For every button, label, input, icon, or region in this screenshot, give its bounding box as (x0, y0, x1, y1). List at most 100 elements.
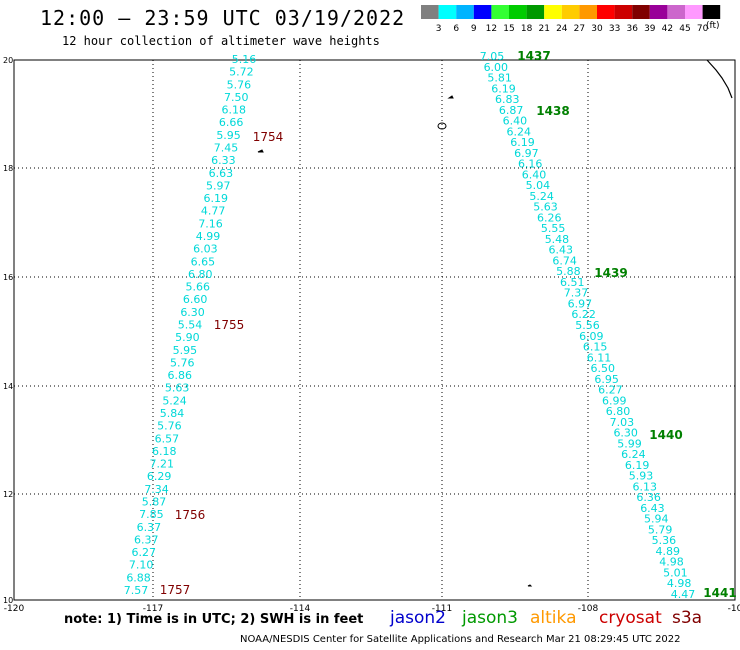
wave-height-west-35: 5.87 (142, 496, 167, 509)
time-label-west-2: 1756 (175, 508, 206, 522)
time-label-west-1: 1755 (214, 318, 245, 332)
wave-height-west-19: 6.60 (183, 293, 208, 306)
legend-swatch-7 (544, 5, 562, 19)
wave-height-east-26: 6.09 (579, 330, 604, 343)
legend-label-11: 36 (626, 24, 638, 34)
wave-height-east-10: 6.16 (518, 158, 543, 171)
wave-height-east-19: 6.74 (552, 254, 577, 267)
wave-height-east-11: 6.40 (522, 168, 547, 181)
wave-height-west-29: 5.76 (157, 420, 182, 433)
wave-height-west-0: 5.16 (232, 53, 257, 66)
wave-height-west-25: 6.86 (167, 369, 192, 382)
lat-tick-2: 16 (3, 273, 13, 282)
wave-height-west-26: 5.63 (165, 382, 190, 395)
wave-height-east-8: 6.19 (510, 136, 535, 149)
track-west: 5.165.725.767.506.186.665.957.456.336.63… (124, 53, 284, 597)
wave-height-east-37: 6.24 (621, 448, 646, 461)
wave-height-west-36: 7.85 (139, 508, 164, 521)
wave-height-east-1: 6.00 (484, 61, 509, 74)
footer-note: note: 1) Time is in UTC; 2) SWH is in fe… (64, 612, 364, 627)
wave-height-legend: 3 6 9 12 15 18 21 24 27 30 33 36 39 42 45 70 (421, 5, 721, 34)
legend-label-6: 21 (538, 24, 549, 34)
wave-height-west-37: 6.37 (137, 521, 162, 534)
island-4 (527, 584, 533, 587)
wave-height-east-5: 6.87 (499, 104, 524, 117)
wave-height-east-7: 6.24 (506, 125, 531, 138)
sat-jason2: jason2 (390, 608, 446, 628)
lon-tick-5: -10 (728, 604, 740, 614)
wave-height-west-18: 5.66 (185, 281, 210, 294)
wave-height-west-15: 6.03 (193, 243, 218, 256)
wave-height-east-49: 4.98 (667, 577, 692, 590)
wave-height-east-44: 5.79 (648, 523, 673, 536)
wave-height-west-21: 5.54 (178, 319, 203, 332)
lat-tick-4: 12 (3, 490, 13, 499)
wave-height-east-13: 5.24 (529, 190, 554, 203)
wave-height-east-43: 5.94 (644, 513, 669, 526)
legend-swatch-4 (491, 5, 509, 19)
wave-height-east-20: 5.88 (556, 265, 581, 278)
wave-height-west-4: 6.18 (221, 104, 246, 117)
legend-swatch-10 (597, 5, 615, 19)
wave-height-west-42: 7.57 (124, 584, 149, 597)
wave-height-east-25: 5.56 (575, 319, 600, 332)
coastline-ne (706, 59, 733, 99)
wave-height-west-22: 5.90 (175, 331, 200, 344)
wave-height-east-2: 5.81 (487, 72, 512, 85)
wave-height-east-12: 5.04 (526, 179, 551, 192)
wave-height-east-33: 6.80 (606, 405, 631, 418)
map-frame (13, 59, 736, 601)
legend-label-9: 30 (591, 24, 603, 34)
legend-label-15: 70 (697, 24, 709, 34)
wave-height-west-39: 6.27 (131, 546, 156, 559)
wave-height-east-24: 6.22 (571, 308, 596, 321)
time-label-east-3: 1440 (649, 428, 682, 442)
wave-height-east-31: 6.27 (598, 384, 623, 397)
legend-label-10: 33 (609, 24, 620, 34)
wave-height-east-41: 6.36 (636, 491, 661, 504)
wave-height-east-47: 4.98 (659, 556, 684, 569)
island-3 (257, 149, 264, 153)
map-grid (13, 59, 736, 601)
wave-height-east-23: 6.97 (568, 297, 593, 310)
wave-height-east-3: 6.19 (491, 82, 516, 95)
lon-tick-4: -108 (578, 604, 599, 614)
lat-tick-0: 20 (3, 56, 13, 65)
wave-height-west-28: 5.84 (160, 407, 185, 420)
wave-height-east-15: 6.26 (537, 211, 562, 224)
lat-tick-5: 10 (3, 596, 13, 605)
legend-swatch-13 (649, 5, 668, 19)
wave-height-west-40: 7.10 (129, 559, 154, 572)
wave-height-west-12: 4.77 (201, 205, 226, 218)
wave-height-west-23: 5.95 (173, 344, 198, 357)
legend-swatch-12 (632, 5, 650, 19)
legend-label-5: 18 (521, 24, 533, 34)
wave-height-west-7: 7.45 (214, 142, 239, 155)
island-2 (437, 122, 447, 130)
legend-label-1: 6 (453, 24, 459, 34)
wave-height-west-3: 7.50 (224, 91, 249, 104)
wave-height-west-32: 7.21 (149, 458, 174, 471)
legend-swatch-6 (526, 5, 545, 19)
wave-height-east-36: 5.99 (617, 437, 642, 450)
wave-height-east-34: 7.03 (610, 416, 635, 429)
wave-height-west-34: 7.34 (144, 483, 169, 496)
legend-label-12: 39 (644, 24, 656, 34)
map-title: 12:00 – 23:59 UTC 03/19/2022 (40, 6, 406, 30)
wave-height-west-1: 5.72 (229, 66, 254, 79)
wave-height-west-31: 6.18 (152, 445, 177, 458)
legend-swatch-8 (561, 5, 580, 19)
wave-height-west-10: 5.97 (206, 179, 231, 192)
lat-tick-1: 18 (3, 164, 13, 173)
time-label-east-4: 1441 (703, 586, 736, 600)
wave-height-east-27: 6.15 (583, 341, 608, 354)
wave-height-east-29: 6.50 (591, 362, 616, 375)
wave-height-east-40: 6.13 (633, 480, 658, 493)
time-label-west-3: 1757 (160, 583, 191, 597)
legend-swatch-0 (421, 5, 439, 19)
legend-label-13: 42 (662, 24, 673, 34)
wave-height-west-33: 6.29 (147, 470, 172, 483)
wave-height-east-48: 5.01 (663, 566, 688, 579)
wave-height-east-14: 5.63 (533, 201, 558, 214)
